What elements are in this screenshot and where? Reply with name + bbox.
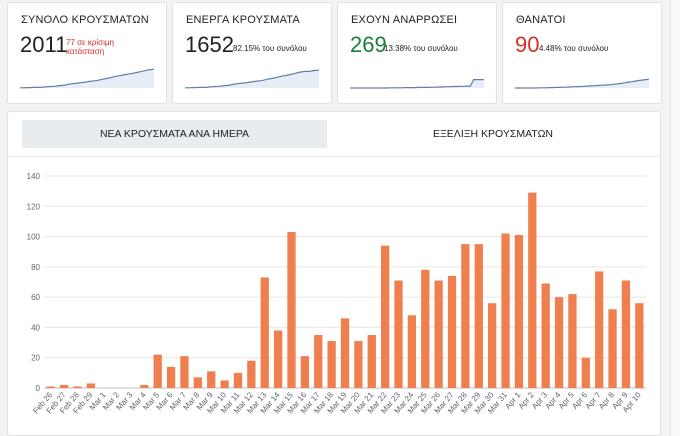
tab-cases-evolution[interactable]: ΕΞΕΛΙΞΗ ΚΡΟΥΣΜΑΤΩΝ (432, 128, 554, 140)
divider (8, 156, 660, 157)
kpi-card-total-cases: ΣΥΝΟΛΟ ΚΡΟΥΣΜΑΤΩΝ 2011 77 σε κρίσιμη κατάσ… (7, 2, 167, 104)
page-scrollbar[interactable] (670, 0, 680, 436)
bar (287, 232, 296, 388)
sparkline (350, 79, 484, 89)
y-tick-label: 0 (36, 384, 41, 393)
bar (635, 303, 644, 388)
bar (247, 360, 256, 388)
bar (354, 341, 363, 388)
kpi-note: 82.15% του συνόλου (233, 44, 307, 53)
bar (180, 356, 189, 388)
bar (273, 330, 283, 388)
bar (86, 383, 95, 388)
kpi-card-recovered: ΕΧΟΥΝ ΑΝΑΡΡΩΣΕΙ 269 13.38% του συνόλου (337, 2, 497, 104)
bar (528, 192, 537, 388)
kpi-title: ΣΥΝΟΛΟ ΚΡΟΥΣΜΑΤΩΝ (21, 14, 149, 26)
y-tick-label: 80 (31, 263, 40, 272)
sparkline-area (185, 70, 319, 88)
sparkline-line (515, 78, 649, 89)
bar (300, 356, 310, 388)
bar (421, 269, 430, 388)
bar (447, 275, 457, 388)
sparkline (20, 68, 154, 89)
bar (193, 377, 202, 388)
kpi-value: 269 (350, 32, 387, 57)
bar (140, 384, 149, 388)
bar (541, 283, 550, 388)
bar (621, 280, 631, 388)
bar (501, 233, 510, 388)
bar (380, 245, 390, 388)
sparkline-line (20, 68, 154, 89)
bar (488, 303, 497, 388)
sparkline-area (20, 69, 154, 88)
bar (59, 384, 69, 388)
kpi-note: 13.38% του συνόλου (384, 44, 458, 53)
tab-daily-cases[interactable]: ΝΕΑ ΚΡΟΥΣΜΑΤΑ ΑΝΑ ΗΜΕΡΑ (22, 120, 327, 148)
kpi-note: 4.48% του συνόλου (539, 44, 609, 53)
kpi-value: 90 (515, 32, 540, 57)
bar (46, 386, 55, 388)
bar (461, 244, 470, 388)
bar (260, 277, 269, 388)
kpi-value: 2011 (20, 32, 68, 57)
bar (220, 380, 229, 388)
kpi-value: 1652 (185, 32, 234, 57)
sparkline (515, 78, 649, 89)
bar (73, 386, 82, 388)
bar (207, 371, 216, 388)
bar (367, 335, 376, 388)
sparkline-line (185, 69, 319, 89)
kpi-card-deaths: ΘΑΝΑΤΟΙ 90 4.48% του συνόλου (502, 2, 662, 104)
kpi-card-active-cases: ΕΝΕΡΓΑ ΚΡΟΥΣΜΑΤΑ 1652 82.15% του συνόλου (172, 2, 332, 104)
kpi-note: 77 σε κρίσιμη κατάσταση (66, 38, 114, 56)
bar (474, 244, 483, 388)
bar (340, 318, 350, 388)
y-tick-label: 20 (31, 354, 40, 363)
bar (595, 271, 604, 388)
bar (514, 235, 524, 388)
bar (554, 297, 564, 388)
sparkline-area (515, 79, 649, 88)
bar (166, 366, 176, 388)
y-tick-label: 140 (27, 172, 41, 181)
y-tick-label: 40 (31, 323, 40, 332)
sparkline (185, 69, 319, 89)
bar (407, 315, 417, 388)
y-tick-label: 120 (27, 202, 41, 211)
bar (568, 294, 577, 388)
sparkline-line (350, 79, 484, 89)
kpi-title: ΘΑΝΑΤΟΙ (516, 14, 566, 26)
y-tick-label: 100 (27, 233, 41, 242)
bar (608, 309, 617, 388)
bar (327, 341, 336, 388)
bar (153, 354, 162, 388)
sparkline-area (350, 79, 484, 88)
kpi-title: ΕΝΕΡΓΑ ΚΡΟΥΣΜΑΤΑ (186, 14, 300, 26)
bar (394, 280, 403, 388)
bar (314, 335, 323, 388)
bar (434, 280, 443, 388)
bar (233, 372, 243, 388)
bar (581, 357, 590, 388)
y-tick-label: 60 (31, 293, 40, 302)
chart-panel: ΝΕΑ ΚΡΟΥΣΜΑΤΑ ΑΝΑ ΗΜΕΡΑ ΕΞΕΛΙΞΗ ΚΡΟΥΣΜΑΤ… (7, 111, 661, 436)
kpi-title: ΕΧΟΥΝ ΑΝΑΡΡΩΣΕΙ (351, 14, 458, 26)
